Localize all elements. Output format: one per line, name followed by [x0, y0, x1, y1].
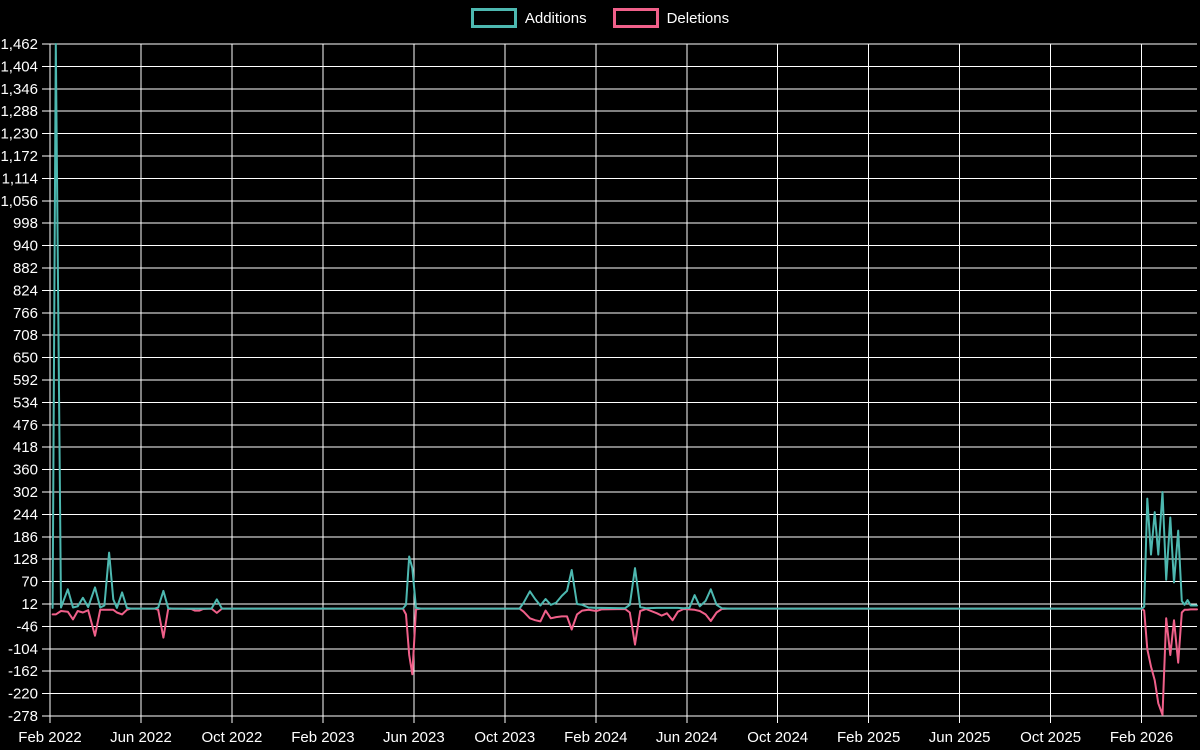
y-axis-tick-label: 12: [21, 596, 38, 613]
x-axis-tick-label: Oct 2025: [1020, 729, 1081, 746]
y-axis-tick-label: -104: [8, 641, 38, 658]
y-axis-tick-label: -46: [16, 618, 38, 635]
y-axis-tick-label: 1,288: [0, 103, 38, 120]
additions-line: [51, 43, 1198, 610]
y-axis-tick-label: 302: [13, 484, 38, 501]
deletions-swatch-icon: [612, 8, 659, 28]
y-axis-tick-label: 1,114: [2, 170, 38, 187]
y-axis-tick-label: 186: [13, 529, 38, 546]
y-axis-tick-label: 244: [13, 506, 38, 523]
y-axis-tick-label: 1,172: [0, 148, 38, 165]
y-axis-tick-label: 128: [13, 551, 38, 568]
y-axis-tick-label: 824: [13, 282, 38, 299]
deletions-line: [51, 607, 1198, 716]
y-axis-tick-label: 882: [13, 260, 38, 277]
y-axis-tick-label: 476: [13, 417, 38, 434]
x-axis-tick-label: Jun 2025: [929, 729, 991, 746]
legend-item-additions[interactable]: Additions: [470, 8, 587, 28]
additions-legend-label: Additions: [524, 9, 587, 27]
y-axis-tick-label: 534: [13, 394, 38, 411]
y-axis-tick-label: 1,346: [0, 81, 38, 98]
y-axis-tick-label: 650: [13, 350, 38, 367]
additions-swatch-icon: [470, 8, 517, 28]
y-axis-tick-label: 592: [13, 372, 38, 389]
deletions-legend-label: Deletions: [666, 9, 730, 27]
x-axis-tick-label: Jun 2022: [110, 729, 172, 746]
y-axis-tick-label: 708: [13, 327, 38, 344]
y-axis-tick-label: 940: [13, 238, 38, 255]
y-axis-tick-label: 1,462: [0, 36, 38, 53]
x-axis-tick-label: Feb 2024: [564, 729, 627, 746]
x-axis-tick-label: Oct 2022: [201, 729, 262, 746]
x-axis-tick-label: Oct 2024: [747, 729, 808, 746]
y-axis-tick-label: 1,056: [0, 193, 38, 210]
y-axis-tick-label: 766: [13, 305, 38, 322]
y-axis-tick-label: 418: [13, 439, 38, 456]
x-axis-tick-label: Oct 2023: [474, 729, 535, 746]
y-axis-tick-label: 1,404: [0, 58, 38, 75]
chart-legend: Additions Deletions: [0, 8, 1200, 28]
y-axis-tick-label: 998: [13, 215, 38, 232]
x-axis-tick-label: Feb 2026: [1110, 729, 1173, 746]
y-axis-tick-label: 70: [21, 574, 38, 591]
x-axis-tick-label: Feb 2022: [18, 729, 81, 746]
y-axis-tick-label: -278: [8, 708, 38, 725]
y-axis-tick-label: -220: [8, 686, 38, 703]
x-axis-tick-label: Feb 2023: [291, 729, 354, 746]
x-axis-tick-label: Jun 2023: [383, 729, 445, 746]
x-axis-tick-label: Jun 2024: [656, 729, 718, 746]
x-axis-tick-label: Feb 2025: [837, 729, 900, 746]
y-axis-tick-label: -162: [8, 663, 38, 680]
y-axis-tick-label: 360: [13, 462, 38, 479]
y-axis-tick-label: 1,230: [0, 126, 38, 143]
legend-item-deletions[interactable]: Deletions: [612, 8, 730, 28]
